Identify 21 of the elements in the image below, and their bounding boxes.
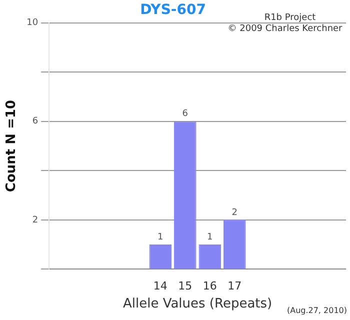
- y-axis-title: Count N =10: [4, 100, 20, 192]
- bar: [149, 244, 172, 269]
- bar: [174, 121, 196, 269]
- data-label: 2: [232, 208, 238, 218]
- y-tick-label: 2: [32, 215, 38, 226]
- bar: [224, 220, 246, 269]
- text: (Aug.27, 2010): [286, 306, 347, 315]
- annotation: © 2009 Charles Kerchner: [228, 24, 343, 34]
- x-tick-label: 14: [153, 280, 168, 293]
- bar: [198, 244, 222, 269]
- x-axis-title: Allele Values (Repeats): [122, 296, 272, 312]
- x-tick-label: 16: [202, 280, 217, 293]
- data-label: 6: [182, 109, 188, 120]
- data-label: 1: [158, 232, 164, 242]
- data-label: 1: [207, 232, 213, 242]
- y-tick-label: 6: [32, 116, 38, 127]
- annotation: R1b Project: [264, 13, 316, 23]
- x-tick-label: 17: [228, 280, 242, 293]
- chart-title: DYS-607: [140, 2, 206, 18]
- y-tick-label: 10: [26, 18, 38, 28]
- x-tick-label: 15: [178, 280, 192, 293]
